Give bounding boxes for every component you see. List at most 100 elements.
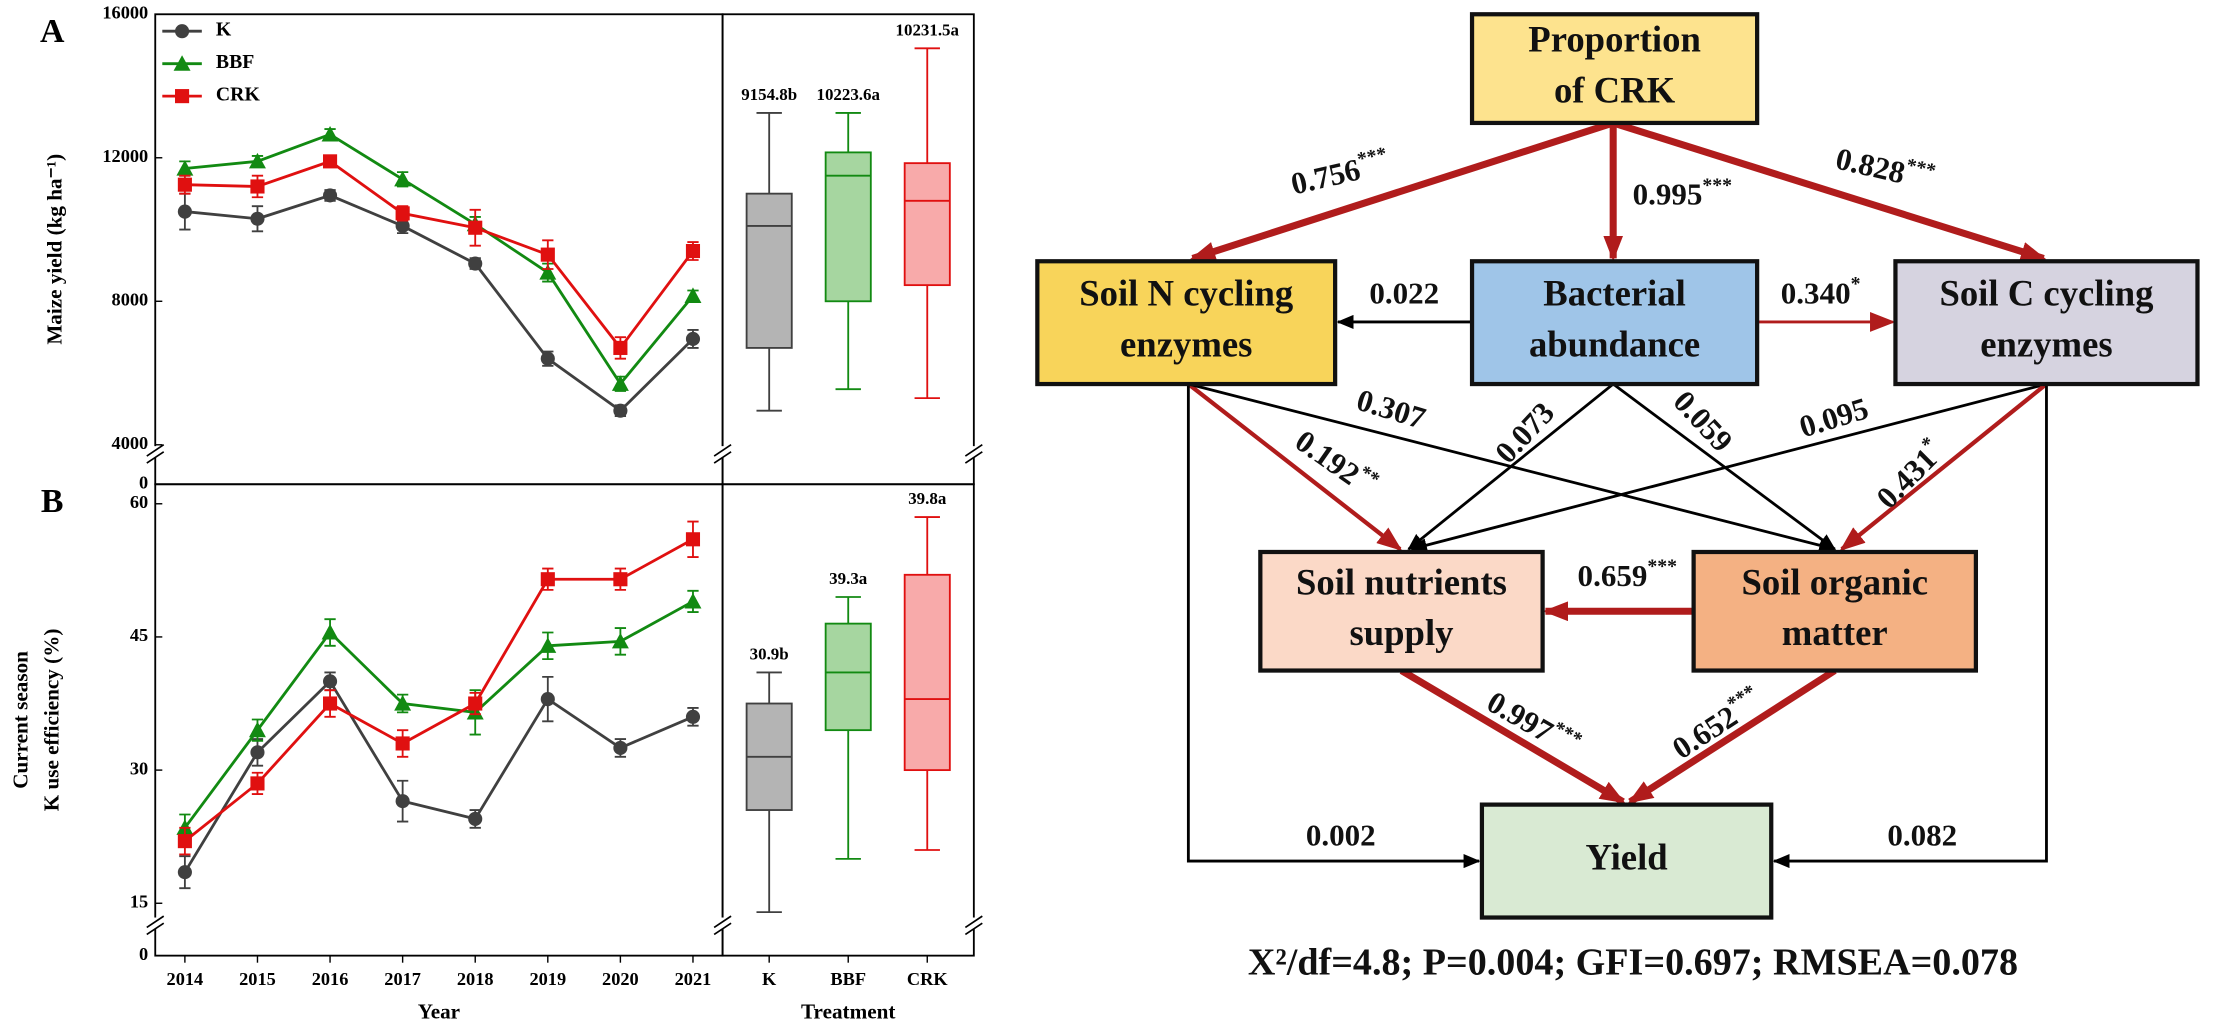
edge-coefficient: 0.022: [1369, 276, 1439, 311]
node-label: enzymes: [1120, 323, 1252, 364]
node-label: Soil N cycling: [1079, 273, 1293, 314]
box: [903, 573, 951, 772]
marker: [250, 745, 265, 760]
box-label: 39.3a: [829, 569, 868, 588]
y-tick-label: 30: [130, 758, 148, 778]
y-tick-label: 15: [130, 891, 148, 911]
y-tick-label: 4000: [112, 433, 149, 453]
x-tick-label: 2016: [312, 969, 349, 989]
y-axis-label: Maize yield (kg ha⁻¹): [42, 154, 66, 345]
axis-break: [146, 922, 165, 936]
edge-label: 0.340*: [1781, 273, 1861, 311]
edge-label: 0.995***: [1633, 174, 1733, 212]
x-axis-label: Treatment: [801, 999, 895, 1023]
node-label: matter: [1782, 612, 1888, 653]
node-box: [1258, 549, 1545, 673]
x-tick-label: CRK: [907, 969, 948, 989]
marker: [685, 532, 701, 547]
x-tick-label: K: [762, 969, 777, 989]
marker: [395, 206, 410, 221]
marker: [611, 632, 629, 649]
marker: [613, 403, 628, 418]
node-label: enzymes: [1980, 323, 2112, 364]
edge-significance: *: [1851, 273, 1861, 295]
series-line: [183, 600, 694, 829]
node-box: [1469, 259, 1760, 387]
marker: [249, 152, 266, 169]
node-box: [1479, 802, 1774, 920]
legend-label: BBF: [216, 51, 254, 73]
y-axis-label: K use efficiency (%): [39, 629, 63, 812]
y-tick-label: 12000: [102, 146, 148, 166]
edge-arrow: [1399, 667, 1626, 805]
x-tick-label: 2019: [529, 969, 566, 989]
axis-break: [964, 451, 983, 464]
series-line: [183, 679, 694, 873]
edge-coefficient: 0.082: [1887, 818, 1957, 853]
edge-arrow: [1627, 667, 1837, 805]
marker: [394, 170, 412, 187]
axis-break: [713, 444, 732, 457]
box-label: 10231.5a: [896, 20, 960, 39]
marker: [395, 794, 410, 809]
axis-break: [713, 922, 732, 936]
marker: [249, 721, 266, 738]
marker: [611, 375, 629, 391]
axis-break: [964, 915, 983, 929]
edge-label: 0.659***: [1578, 555, 1678, 593]
series-line: [184, 193, 694, 413]
box: [903, 162, 951, 287]
marker: [684, 287, 702, 303]
marker: [613, 340, 628, 355]
panel-label: A: [40, 13, 65, 50]
marker: [322, 696, 338, 711]
marker: [322, 188, 338, 203]
x-axis-label: Year: [418, 999, 460, 1023]
y-break-label: 0: [139, 472, 148, 492]
marker: [540, 692, 555, 707]
legend-marker: [175, 24, 190, 39]
axis-break-gap: [714, 446, 732, 458]
axis-break: [146, 915, 165, 929]
node-label: Soil C cycling: [1939, 273, 2153, 314]
box-label: 9154.8b: [741, 85, 797, 104]
node-box: [1691, 549, 1979, 673]
edge-label: 0.082: [1887, 818, 1957, 853]
x-tick-label: 2018: [457, 969, 494, 989]
x-tick-label: 2017: [384, 969, 421, 989]
edge-arrow: [1612, 119, 2047, 262]
marker: [395, 218, 410, 233]
series-line: [184, 132, 695, 387]
marker: [322, 154, 338, 169]
marker: [613, 740, 628, 755]
box: [824, 151, 872, 303]
axis-break: [964, 444, 983, 457]
node-label: Bacterial: [1543, 273, 1686, 314]
node-label: Soil nutrients: [1296, 561, 1507, 602]
marker: [613, 572, 628, 587]
box: [824, 622, 872, 732]
edge-arrow: [1189, 119, 1615, 262]
edge-coefficient: 0.002: [1306, 818, 1376, 853]
legend-label: CRK: [216, 84, 261, 106]
edge-label: 0.002: [1306, 818, 1376, 853]
marker: [685, 331, 701, 347]
marker: [685, 243, 701, 259]
node-box: [1469, 12, 1760, 126]
marker: [176, 160, 194, 176]
axis-break: [713, 915, 732, 929]
marker: [468, 696, 483, 711]
series-line: [184, 538, 694, 843]
y-tick-label: 8000: [112, 289, 149, 309]
marker: [685, 709, 701, 724]
node-label: Yield: [1585, 836, 1667, 877]
x-tick-label: 2014: [167, 969, 204, 989]
x-tick-label: 2021: [675, 969, 712, 989]
marker: [468, 256, 483, 271]
edge-significance: ***: [1647, 555, 1677, 577]
edge-arrow: [1409, 382, 2047, 553]
marker: [539, 637, 557, 653]
marker: [321, 624, 339, 640]
panel-label: B: [41, 483, 64, 520]
